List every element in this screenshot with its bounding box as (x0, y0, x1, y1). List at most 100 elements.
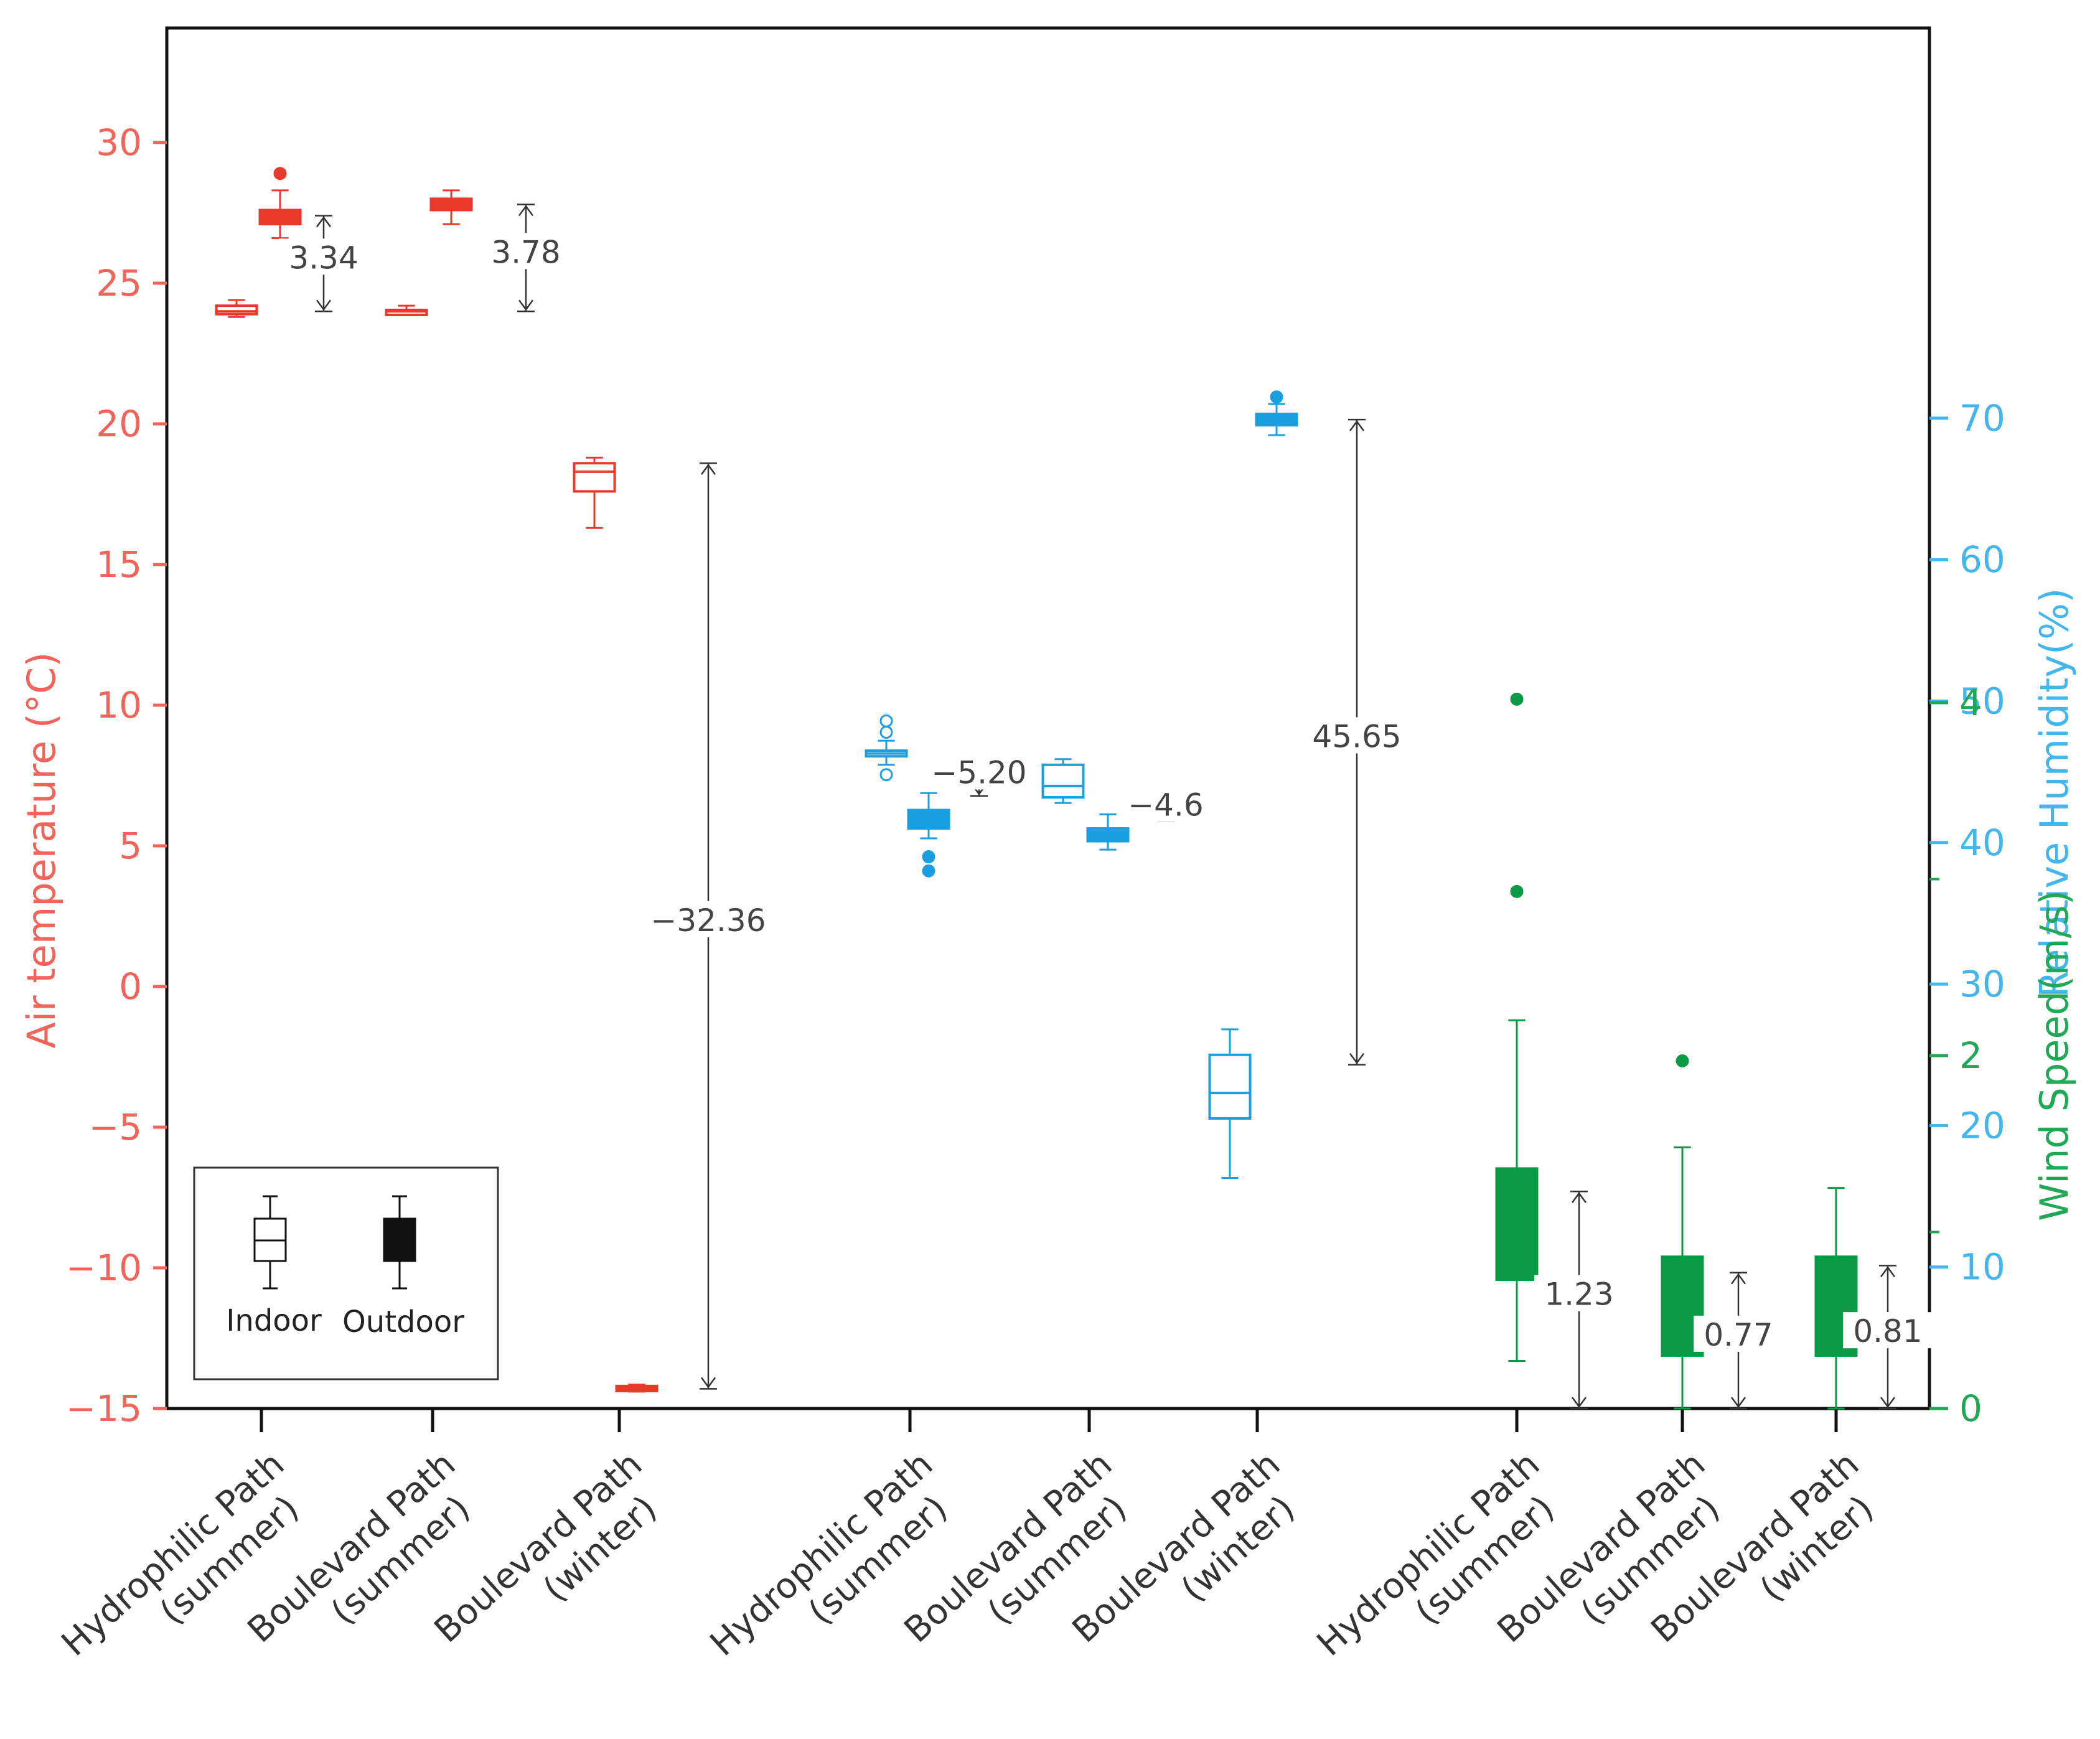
indoor-box (1208, 1028, 1252, 1179)
wind-axis-tick-label: 4 (1959, 682, 1982, 724)
legend: Indoor Outdoor (193, 1166, 499, 1380)
outlier-point (879, 768, 893, 782)
arrow-head-bottom (518, 299, 534, 311)
difference-arrow: 0.81 (1843, 1265, 1933, 1410)
arrow-head-bottom (1349, 1052, 1365, 1064)
left-axis-tick-label: 5 (119, 825, 142, 867)
category-label-group: Hydrophilic Path(summer) (54, 1444, 307, 1664)
outdoor-box (1661, 1054, 1704, 1410)
left-axis-title: Air temperature (°C) (19, 652, 64, 1049)
difference-arrow: −5.20 (931, 753, 1027, 797)
indoor-box (573, 456, 616, 529)
arrow-label-bg (279, 238, 368, 275)
outlier-point (1510, 692, 1524, 706)
box-iqr (215, 304, 258, 316)
outlier-point (273, 167, 287, 180)
outlier-point (1510, 884, 1524, 898)
box-iqr (615, 1384, 659, 1392)
outdoor-box (1814, 1187, 1858, 1410)
category-label-group: Hydrophilic Path(summer) (703, 1444, 955, 1664)
box-iqr (429, 197, 473, 212)
arrow-head-top (316, 216, 332, 228)
difference-arrow: 0.77 (1694, 1272, 1783, 1410)
box-iqr (258, 209, 302, 226)
left-axis-tick-label: 0 (119, 965, 142, 1008)
outlier-point (1676, 1054, 1689, 1068)
box-iqr (573, 462, 616, 493)
difference-label: −5.20 (931, 754, 1026, 790)
indoor-box (865, 714, 908, 782)
arrow-head-top (1571, 1192, 1587, 1204)
box-iqr (907, 809, 950, 830)
arrow-head-top (1349, 420, 1365, 431)
difference-arrow: −4.6 (1121, 785, 1211, 823)
box-iqr (1255, 413, 1298, 427)
outdoor-box (615, 1384, 659, 1393)
difference-label: 3.34 (289, 240, 358, 276)
outlier-point (879, 726, 893, 739)
legend-outdoor-label: Outdoor (342, 1305, 464, 1339)
outdoor-box (1086, 813, 1130, 851)
arrow-head-bottom (1571, 1397, 1587, 1409)
difference-arrow: 3.78 (481, 204, 571, 312)
difference-label: 3.78 (491, 234, 560, 270)
outlier-point (922, 850, 935, 864)
arrow-label-bg (1534, 1275, 1624, 1311)
arrow-head-bottom (316, 299, 332, 311)
box-iqr (1208, 1053, 1252, 1120)
humidity-axis-tick-label: 50 (1959, 680, 2005, 723)
category-label-group: Boulevard Path(winter) (427, 1444, 665, 1651)
indoor-box (1041, 758, 1085, 804)
arrow-label-bg (663, 901, 753, 937)
arrow-label-bg (1312, 717, 1402, 754)
arrow-head-bottom (1880, 1397, 1896, 1409)
legend-indoor-symbol (253, 1195, 287, 1290)
arrow-head-bottom (700, 1377, 716, 1389)
outlier-point (879, 714, 893, 728)
outlier-point (922, 864, 935, 878)
humidity-axis-title: Relative Humidity(%) (2032, 588, 2077, 998)
outlier-point (1270, 390, 1283, 404)
arrow-label-bg (1843, 1312, 1933, 1349)
indoor-box (215, 299, 258, 318)
arrow-head-top (1880, 1266, 1896, 1278)
difference-label: −32.36 (650, 902, 766, 939)
difference-label: 1.23 (1544, 1277, 1613, 1313)
difference-label: 0.77 (1704, 1317, 1773, 1353)
left-axis-tick-label: 10 (96, 684, 142, 726)
humidity-axis-tick-label: 10 (1959, 1246, 2005, 1288)
wind-axis-title: Wind Speed(m/s) (2032, 890, 2077, 1221)
arrow-label-bg (934, 753, 1024, 790)
humidity-axis-tick-label: 20 (1959, 1104, 2005, 1146)
arrow-label-bg (1694, 1315, 1783, 1352)
arrow-label-bg (1121, 785, 1211, 822)
difference-arrow: 3.34 (279, 215, 368, 312)
wind-axis-tick-label: 2 (1959, 1034, 1982, 1077)
difference-label: 45.65 (1312, 718, 1401, 754)
humidity-axis-tick-label: 30 (1959, 963, 2005, 1005)
arrow-head-top (518, 205, 534, 217)
legend-indoor-label: Indoor (226, 1303, 322, 1338)
difference-arrow: 1.23 (1534, 1191, 1624, 1410)
outdoor-box (907, 792, 950, 878)
category-label-group: Boulevard Path(summer) (897, 1444, 1135, 1651)
outdoor-box (1255, 390, 1298, 436)
humidity-axis-tick-label: 40 (1959, 822, 2005, 864)
outdoor-box (1495, 692, 1539, 1362)
difference-label: −4.6 (1128, 787, 1203, 823)
left-axis-tick-label: 30 (96, 121, 142, 164)
box-iqr (1041, 763, 1085, 799)
left-axis-tick-label: −10 (66, 1247, 142, 1289)
difference-arrow: −32.36 (650, 462, 766, 1390)
humidity-axis-tick-label: 60 (1959, 538, 2005, 581)
outdoor-box (429, 189, 473, 225)
box-iqr (1661, 1255, 1704, 1357)
plot-frame (165, 26, 1931, 1410)
left-axis-tick-label: 25 (96, 262, 142, 304)
box-iqr (1495, 1167, 1539, 1282)
indoor-box (385, 304, 428, 316)
legend-outdoor-symbol (383, 1195, 416, 1290)
humidity-axis-tick-label: 70 (1959, 397, 2005, 439)
